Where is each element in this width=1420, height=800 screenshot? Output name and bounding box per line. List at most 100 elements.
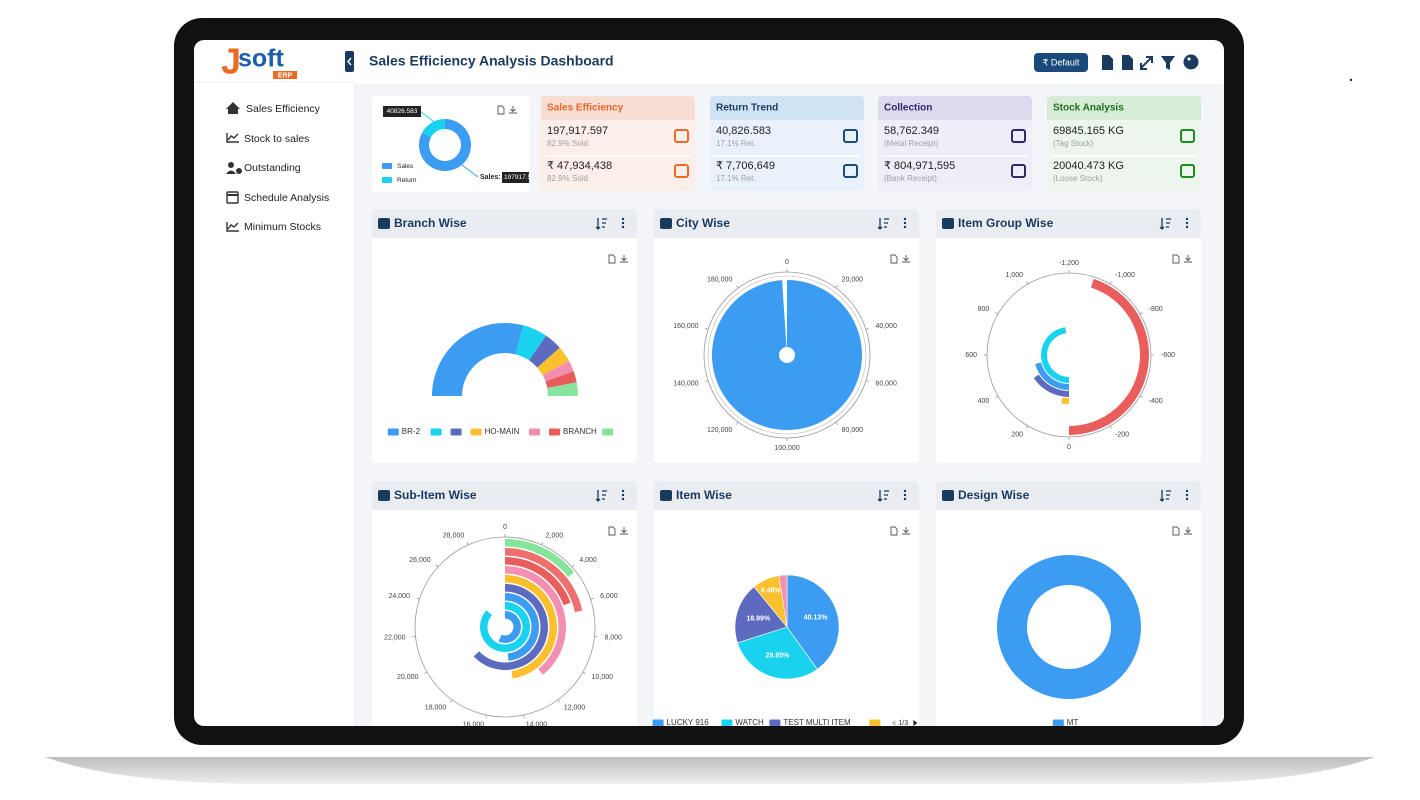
menu-dot[interactable] xyxy=(1185,489,1189,493)
legend-swatch xyxy=(450,428,462,436)
kpi-value: 197,917.597 xyxy=(547,125,608,137)
expand-icon[interactable] xyxy=(1140,56,1153,70)
half-donut-segment xyxy=(547,382,578,396)
menu-dot[interactable] xyxy=(621,497,625,501)
pie-slice xyxy=(778,574,788,628)
half-donut-segment xyxy=(542,360,574,382)
axis-tick xyxy=(582,671,586,674)
panel-title: Item Wise xyxy=(676,488,732,502)
excel-icon[interactable] xyxy=(1122,55,1133,70)
sort-icon[interactable] xyxy=(595,490,607,502)
kpi-note: (Metal Receipt) xyxy=(884,139,939,148)
pie-slice xyxy=(786,574,840,670)
menu-dot[interactable] xyxy=(903,221,907,225)
default-button[interactable] xyxy=(1034,53,1088,72)
menu-dot[interactable] xyxy=(1185,225,1189,229)
legend-swatch xyxy=(869,719,881,726)
legend-label: MT xyxy=(1067,718,1079,727)
radial-bar xyxy=(480,602,530,652)
sort-icon[interactable] xyxy=(877,490,889,502)
menu-dot[interactable] xyxy=(1185,497,1189,501)
axis-tick xyxy=(557,699,560,703)
kpi-value: 58,762.349 xyxy=(884,125,939,137)
pager-next[interactable] xyxy=(913,720,918,726)
menu-dot[interactable] xyxy=(621,217,625,221)
panel xyxy=(654,209,919,463)
menu-item[interactable]: Stock to sales xyxy=(244,133,309,145)
axis-tick-label: 14,000 xyxy=(526,722,548,729)
menu-dot[interactable] xyxy=(903,493,907,497)
axis-tick xyxy=(1139,395,1143,398)
pdf-icon[interactable] xyxy=(1102,55,1113,70)
axis-tick-label: 26,000 xyxy=(409,557,431,564)
export-icon[interactable] xyxy=(1172,526,1180,536)
sort-icon[interactable] xyxy=(1159,218,1171,230)
download-icon[interactable] xyxy=(902,527,910,535)
kpi-icon xyxy=(843,164,858,178)
pie-slice xyxy=(734,586,788,644)
download-icon[interactable] xyxy=(620,527,628,535)
menu-item[interactable]: Schedule Analysis xyxy=(244,192,329,204)
legend-label: BRANCH xyxy=(563,427,597,436)
sort-icon[interactable] xyxy=(595,218,607,230)
filter-icon[interactable] xyxy=(1161,56,1175,70)
half-donut-segment xyxy=(529,335,560,368)
kpi-icon xyxy=(1180,129,1195,143)
export-icon[interactable] xyxy=(1172,254,1180,264)
axis-tick xyxy=(450,699,453,703)
menu-item[interactable]: Sales Efficiency xyxy=(246,103,321,115)
axis-tick xyxy=(865,328,869,330)
export-icon[interactable] xyxy=(608,254,616,264)
download-icon[interactable] xyxy=(1184,527,1192,535)
export-icon[interactable] xyxy=(890,254,898,264)
menu-dot[interactable] xyxy=(903,497,907,501)
pager-prev[interactable] xyxy=(891,720,896,726)
collapse-button[interactable] xyxy=(345,51,354,72)
radial-bar xyxy=(498,611,522,643)
menu-dot[interactable] xyxy=(621,225,625,229)
summary-chart: 40826.583 Sales: 197917.597 Sales Return xyxy=(382,106,529,184)
sort-icon[interactable] xyxy=(877,218,889,230)
menu-dot[interactable] xyxy=(621,221,625,225)
menu-item[interactable]: Minimum Stocks xyxy=(244,221,321,233)
menu-dot[interactable] xyxy=(621,489,625,493)
menu-dot[interactable] xyxy=(903,217,907,221)
half-donut-segment xyxy=(537,347,569,376)
menu-dot[interactable] xyxy=(1185,493,1189,497)
menu-dot[interactable] xyxy=(621,493,625,497)
sort-icon[interactable] xyxy=(1159,490,1171,502)
download-icon[interactable] xyxy=(620,255,628,263)
callout-box xyxy=(383,106,421,117)
palette-icon[interactable] xyxy=(1183,54,1199,70)
menu-item[interactable]: Outstanding xyxy=(244,162,301,174)
export-icon[interactable] xyxy=(608,526,616,536)
legend-swatch xyxy=(549,428,560,436)
logo-initial: J xyxy=(221,41,241,82)
menu-dot[interactable] xyxy=(1185,217,1189,221)
download-icon[interactable] xyxy=(509,106,517,114)
export-icon[interactable] xyxy=(890,526,898,536)
axis-tick-label: 4,000 xyxy=(579,557,597,564)
callout-line xyxy=(420,111,438,125)
menu-dot[interactable] xyxy=(1185,221,1189,225)
axis-tick-label: 10,000 xyxy=(592,674,614,681)
axis-tick-label: 400 xyxy=(978,398,990,405)
kpi-title: Sales Efficiency xyxy=(547,103,624,114)
menu-dot[interactable] xyxy=(903,225,907,229)
axis-tick xyxy=(705,380,709,382)
export-icon[interactable] xyxy=(497,105,505,115)
axis-tick-label: -600 xyxy=(1161,352,1175,359)
panel-header xyxy=(654,481,919,510)
axis-tick-label: 40,000 xyxy=(875,323,897,330)
slice-label: 18.99% xyxy=(746,615,771,622)
legend-swatch xyxy=(1052,719,1064,726)
axis-tick xyxy=(435,564,439,568)
axis-tick xyxy=(1026,425,1029,429)
axis-tick xyxy=(835,421,838,425)
kpi-icon xyxy=(674,164,689,178)
download-icon[interactable] xyxy=(902,255,910,263)
download-icon[interactable] xyxy=(1184,255,1192,263)
kpi-icon xyxy=(674,129,689,143)
slice-label: 40.13% xyxy=(804,615,829,622)
menu-dot[interactable] xyxy=(903,489,907,493)
